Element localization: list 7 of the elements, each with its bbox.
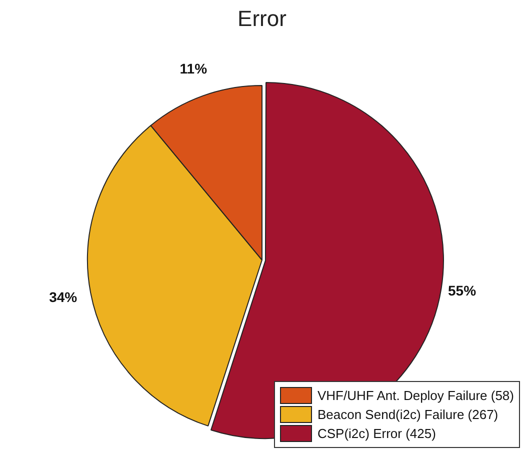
legend-label: CSP(i2c) Error (425) (317, 426, 436, 441)
chart-title: Error (236, 6, 288, 32)
data-label: 55% (448, 282, 477, 299)
data-label: 34% (49, 288, 78, 305)
legend-label: VHF/UHF Ant. Deploy Failure (58) (317, 388, 514, 403)
data-label: 11% (180, 60, 208, 76)
legend-label: Beacon Send(i2c) Failure (267) (317, 407, 498, 422)
